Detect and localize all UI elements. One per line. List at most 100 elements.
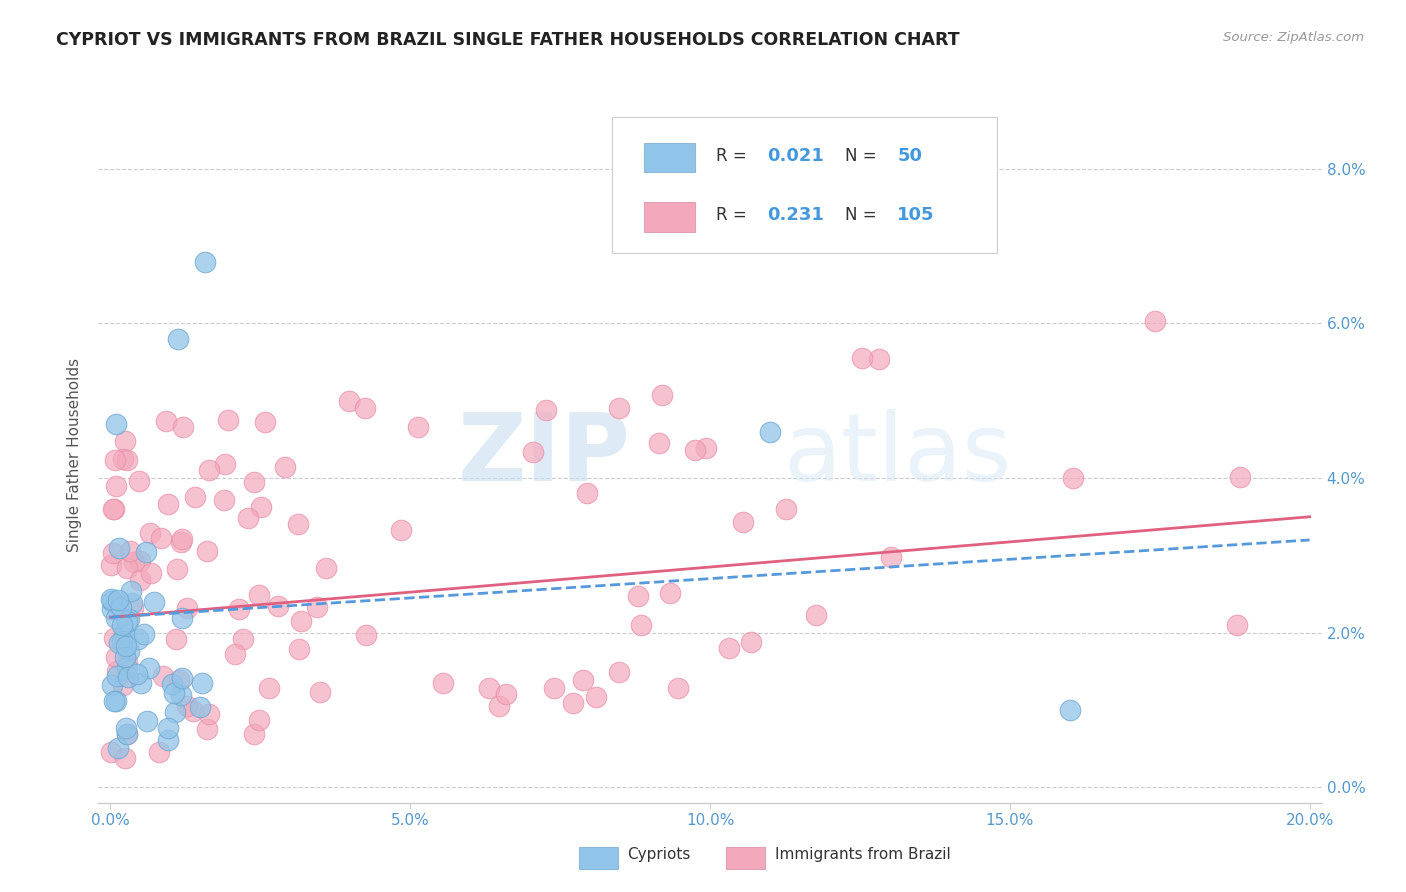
Point — [354, 401, 377, 415]
Point — [488, 699, 510, 714]
FancyBboxPatch shape — [612, 118, 997, 253]
Point — [337, 394, 360, 409]
FancyBboxPatch shape — [644, 202, 696, 232]
Point — [165, 632, 187, 646]
Point — [103, 502, 125, 516]
Point — [236, 510, 259, 524]
FancyBboxPatch shape — [644, 144, 696, 172]
Point — [157, 733, 180, 747]
Point — [432, 675, 454, 690]
Text: R =: R = — [716, 206, 752, 224]
Point — [1062, 471, 1084, 485]
Point — [143, 595, 166, 609]
Point — [232, 632, 254, 647]
Point — [100, 592, 122, 607]
Point — [101, 594, 124, 608]
Point — [406, 420, 429, 434]
Point — [112, 627, 135, 641]
Point — [121, 596, 143, 610]
Point — [115, 655, 138, 669]
Point — [195, 543, 218, 558]
Point — [176, 601, 198, 615]
Point — [114, 434, 136, 448]
Point — [111, 678, 134, 692]
Text: N =: N = — [845, 147, 882, 165]
Point — [167, 673, 190, 687]
Point — [170, 671, 193, 685]
Text: Cypriots: Cypriots — [627, 847, 690, 863]
Point — [148, 745, 170, 759]
Point — [247, 713, 270, 727]
Point — [108, 541, 131, 556]
Point — [111, 634, 134, 648]
Text: R =: R = — [716, 147, 752, 165]
Point — [181, 704, 204, 718]
Text: atlas: atlas — [783, 409, 1012, 501]
Point — [176, 698, 198, 713]
Point — [607, 401, 630, 415]
Point — [125, 666, 148, 681]
Point — [575, 485, 598, 500]
Point — [543, 681, 565, 695]
Point — [103, 632, 125, 646]
Point — [132, 627, 155, 641]
Point — [868, 351, 890, 366]
Point — [114, 751, 136, 765]
Point — [101, 677, 124, 691]
Point — [478, 681, 501, 695]
Point — [172, 419, 194, 434]
Point — [659, 586, 682, 600]
FancyBboxPatch shape — [725, 847, 765, 869]
Point — [250, 500, 273, 514]
Text: CYPRIOT VS IMMIGRANTS FROM BRAZIL SINGLE FATHER HOUSEHOLDS CORRELATION CHART: CYPRIOT VS IMMIGRANTS FROM BRAZIL SINGLE… — [56, 31, 960, 49]
Point — [212, 492, 235, 507]
Point — [118, 611, 141, 625]
Point — [287, 516, 309, 531]
Point — [243, 475, 266, 489]
Point — [105, 650, 128, 665]
Point — [1144, 314, 1167, 328]
Point — [562, 696, 585, 710]
Y-axis label: Single Father Households: Single Father Households — [67, 358, 83, 552]
Text: Immigrants from Brazil: Immigrants from Brazil — [775, 847, 950, 863]
Point — [166, 332, 188, 346]
Point — [495, 687, 517, 701]
Point — [1229, 470, 1251, 484]
Point — [129, 676, 152, 690]
Point — [115, 661, 138, 675]
Point — [267, 599, 290, 613]
Point — [195, 722, 218, 736]
Point — [114, 721, 136, 735]
Point — [536, 403, 558, 417]
Point — [118, 643, 141, 657]
Point — [170, 689, 193, 703]
Point — [254, 415, 277, 429]
Point — [290, 614, 312, 628]
Point — [115, 561, 138, 575]
Point — [115, 726, 138, 740]
Point — [107, 593, 129, 607]
Point — [163, 686, 186, 700]
Point — [630, 618, 652, 632]
Point — [1225, 618, 1247, 632]
Point — [740, 634, 762, 648]
Point — [648, 435, 671, 450]
Point — [103, 545, 125, 559]
Point — [128, 474, 150, 488]
FancyBboxPatch shape — [579, 847, 619, 869]
Point — [104, 479, 127, 493]
Point — [105, 668, 128, 682]
Point — [105, 664, 128, 678]
Point — [117, 670, 139, 684]
Point — [104, 611, 127, 625]
Text: 105: 105 — [897, 206, 935, 224]
Point — [718, 641, 741, 656]
Point — [129, 573, 152, 587]
Point — [305, 599, 328, 614]
Point — [105, 694, 128, 708]
Point — [152, 669, 174, 683]
Point — [149, 531, 172, 545]
Point — [114, 650, 136, 665]
Point — [685, 442, 707, 457]
Point — [115, 452, 138, 467]
